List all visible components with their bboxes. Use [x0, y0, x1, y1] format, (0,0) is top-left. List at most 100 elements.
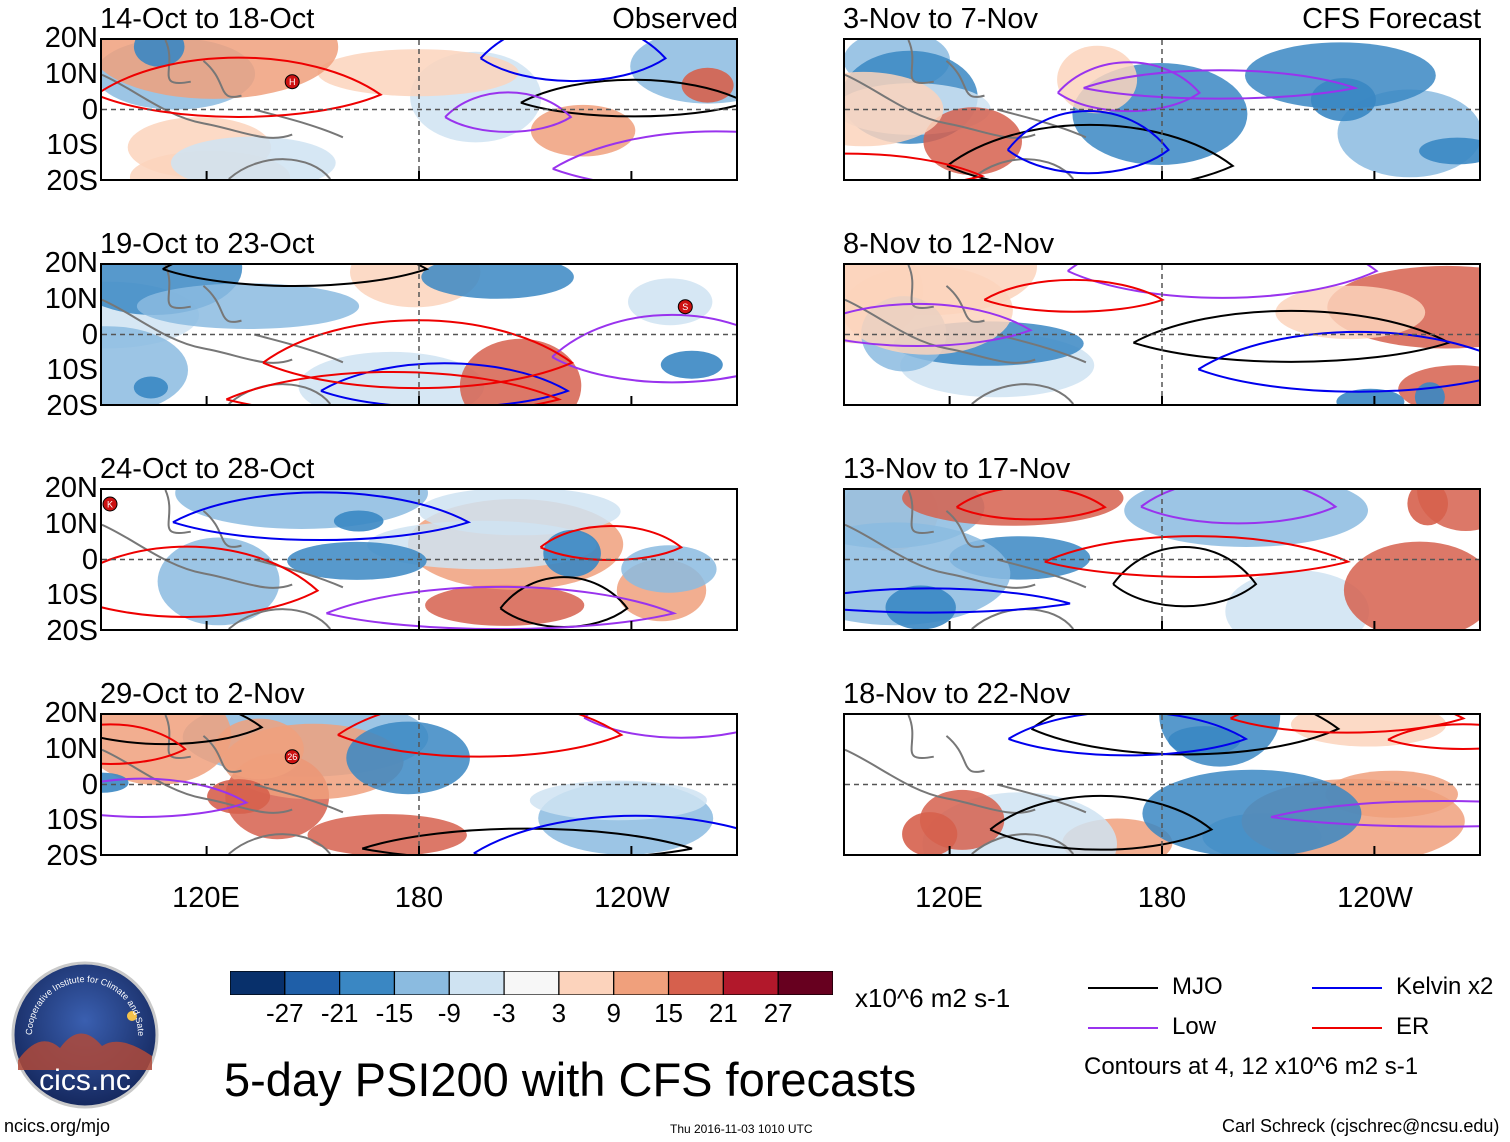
- contour-low: [326, 585, 678, 629]
- contour-kelvin-x2: [172, 491, 472, 542]
- colorbar-swatch: [448, 971, 505, 995]
- colorbar-label: 15: [654, 998, 683, 1028]
- cics-logo: Cooperative Institute for Climate and Sa…: [7, 952, 160, 1110]
- legend-line-mjo: [1088, 987, 1158, 989]
- anomaly-area: [307, 814, 467, 854]
- contour-low: [1067, 265, 1379, 299]
- map-svg: [845, 40, 1479, 179]
- anomaly-area: [136, 283, 360, 329]
- x-tick-label: 180: [1137, 882, 1187, 914]
- anomaly-core: [543, 529, 601, 577]
- colorbar-swatch: [777, 971, 833, 995]
- colorbar-label: -15: [375, 998, 414, 1028]
- anomaly-area: [1275, 285, 1426, 340]
- panel-title: 18-Nov to 22-Nov: [843, 678, 1071, 710]
- contour-er: [845, 152, 986, 179]
- contour-mjo: [520, 78, 736, 118]
- anomaly-core: [902, 812, 958, 854]
- contour-kelvin-x2: [1197, 330, 1479, 393]
- coastline: [102, 265, 344, 404]
- colorbar-swatch: [284, 971, 341, 995]
- anomaly-area: [1142, 769, 1362, 854]
- contour-low: [102, 777, 249, 818]
- contour-low: [552, 130, 736, 179]
- y-tick-label: 20S: [46, 165, 98, 197]
- logo-text: cics.nc: [39, 1064, 131, 1097]
- contour-mjo: [1112, 546, 1258, 608]
- footer-url: ncics.org/mjo: [4, 1116, 111, 1136]
- x-tick-label: 120W: [1337, 882, 1413, 914]
- storm-marker-label: K: [107, 500, 113, 510]
- chart-title: 5-day PSI200 with CFS forecasts: [224, 1053, 917, 1106]
- anomaly-core: [660, 350, 723, 379]
- anomaly-core: [133, 40, 185, 67]
- contour-er: [539, 525, 684, 561]
- panel-title: 29-Oct to 2-Nov: [100, 678, 305, 710]
- panel-title: 24-Oct to 28-Oct: [100, 453, 315, 485]
- anomaly-area: [1245, 42, 1436, 109]
- y-tick-label: 20N: [44, 22, 98, 54]
- anomaly-core: [1419, 137, 1479, 165]
- contour-mjo: [102, 715, 264, 746]
- y-tick-label: 10N: [44, 57, 98, 90]
- y-tick-label: 10S: [46, 354, 98, 387]
- y-tick-label: 10N: [44, 732, 98, 765]
- colorbar: [230, 971, 833, 995]
- contour-er: [956, 490, 1107, 521]
- y-tick-label: 20N: [44, 472, 98, 504]
- map-panel: [843, 263, 1481, 406]
- anomaly-area: [1124, 490, 1368, 547]
- anomaly-core: [133, 376, 168, 399]
- colorbar-swatch: [722, 971, 779, 995]
- contour-mjo: [361, 827, 693, 854]
- y-tick-label: 10N: [44, 507, 98, 540]
- map-panel: H: [100, 38, 738, 181]
- y-tick-label: 10S: [46, 129, 98, 162]
- contour-low: [1270, 799, 1479, 828]
- map-panel: 26: [100, 713, 738, 856]
- panel-column-label: Observed: [612, 3, 738, 35]
- panel-title: 13-Nov to 17-Nov: [843, 453, 1071, 485]
- anomaly-area: [1290, 715, 1447, 747]
- y-tick-label: 0: [81, 768, 98, 801]
- contour-mjo: [162, 265, 430, 287]
- contour-low: [1083, 69, 1359, 100]
- contour-er: [1044, 535, 1351, 578]
- panel-column-label: CFS Forecast: [1302, 3, 1481, 35]
- y-tick-label: 20N: [44, 247, 98, 279]
- map-panel: S: [100, 263, 738, 406]
- y-tick-label: 10N: [44, 282, 98, 315]
- legend-label: Low: [1172, 1013, 1217, 1040]
- panel-title: 3-Nov to 7-Nov: [843, 3, 1039, 35]
- colorbar-label: -9: [437, 998, 461, 1028]
- contour-low: [845, 302, 1033, 348]
- contour-mjo: [1030, 715, 1341, 756]
- anomaly-area: [1057, 45, 1138, 114]
- anomaly-area: [214, 718, 304, 780]
- anomaly-area: [845, 265, 1013, 355]
- map-panel: [843, 488, 1481, 631]
- map-svg: [845, 715, 1479, 854]
- contour-kelvin-x2: [479, 40, 668, 82]
- panel-title: 19-Oct to 23-Oct: [100, 228, 315, 260]
- contour-kelvin-x2: [473, 814, 736, 854]
- contour-er: [1230, 715, 1466, 734]
- map-svg: 26: [102, 715, 736, 854]
- contour-er: [225, 371, 563, 404]
- anomaly-area: [317, 49, 519, 97]
- anomaly-area: [425, 584, 585, 626]
- colorbar-swatch: [339, 971, 396, 995]
- x-tick-label: 120W: [594, 882, 670, 914]
- map-svg: [845, 490, 1479, 629]
- storm-marker: K: [102, 496, 118, 512]
- anomaly-core: [207, 779, 271, 814]
- panel-title: 8-Nov to 12-Nov: [843, 228, 1055, 260]
- coastline: [102, 715, 344, 854]
- contour-low: [444, 91, 573, 133]
- y-tick-label: 0: [81, 543, 98, 576]
- map-panel: [843, 713, 1481, 856]
- colorbar-swatch: [393, 971, 450, 995]
- colorbar-label: -3: [492, 998, 516, 1028]
- contour-note: Contours at 4, 12 x10^6 m2 s-1: [1084, 1053, 1419, 1080]
- anomaly-core: [885, 585, 956, 629]
